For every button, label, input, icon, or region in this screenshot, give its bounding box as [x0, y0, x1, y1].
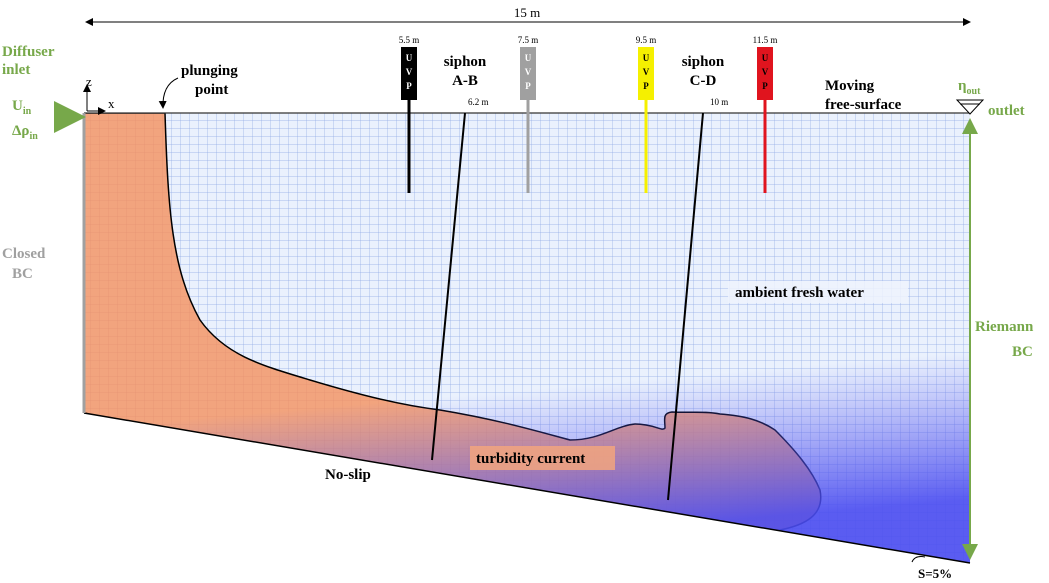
surface-label: free-surface	[825, 97, 902, 113]
siphon-label: A-B	[452, 73, 478, 89]
probe-letter: V	[762, 67, 769, 77]
probe-letter: P	[406, 81, 412, 91]
probe-letter: U	[762, 53, 769, 63]
probe-letter: V	[406, 67, 413, 77]
probe-letter: U	[525, 53, 532, 63]
dimension: 15 m	[514, 5, 540, 20]
siphon-label: C-D	[690, 73, 717, 89]
probe-position: 11.5 m	[753, 35, 778, 45]
probe-position: 5.5 m	[399, 35, 420, 45]
diagram: 15 m Diffuser inlet Uin Δρin z x plungin…	[0, 0, 1049, 583]
inlet-density: Δρin	[12, 123, 38, 142]
inlet-label: Diffuser	[2, 44, 55, 60]
siphon-label: siphon	[682, 54, 725, 70]
siphon-label: siphon	[444, 54, 487, 70]
probe-letter: P	[643, 81, 649, 91]
outlet-eta: ηout	[958, 78, 981, 97]
current-label: turbidity current	[476, 451, 585, 467]
siphon-position: 6.2 m	[468, 97, 489, 107]
riemann-bc: Riemann	[975, 319, 1034, 335]
closed-bc: Closed	[2, 246, 46, 262]
slope-label: S=5%	[918, 566, 952, 581]
probe-letter: V	[525, 67, 532, 77]
surface-label: Moving	[825, 78, 875, 94]
inlet-velocity: Uin	[12, 98, 32, 117]
probe-letter: V	[643, 67, 650, 77]
probe-position: 9.5 m	[636, 35, 657, 45]
outlet-label: outlet	[988, 103, 1025, 119]
plunging-arrow	[163, 78, 178, 108]
probe-letter: U	[643, 53, 650, 63]
closed-bc: BC	[12, 266, 33, 282]
probe-letter: U	[406, 53, 413, 63]
probe-letter: P	[525, 81, 531, 91]
riemann-bc: BC	[1012, 344, 1033, 360]
inlet-label: inlet	[2, 62, 30, 78]
axis-z: z	[86, 74, 92, 89]
plunging-label: plunging	[181, 63, 238, 79]
probe-position: 7.5 m	[518, 35, 539, 45]
slope-symbol	[912, 557, 925, 562]
axis-x: x	[108, 96, 115, 111]
probe-letter: P	[762, 81, 768, 91]
no-slip-label: No-slip	[325, 467, 371, 483]
plunging-label: point	[195, 82, 228, 98]
surface-symbol	[957, 100, 983, 114]
ambient-label: ambient fresh water	[735, 285, 864, 301]
siphon-position: 10 m	[710, 97, 728, 107]
